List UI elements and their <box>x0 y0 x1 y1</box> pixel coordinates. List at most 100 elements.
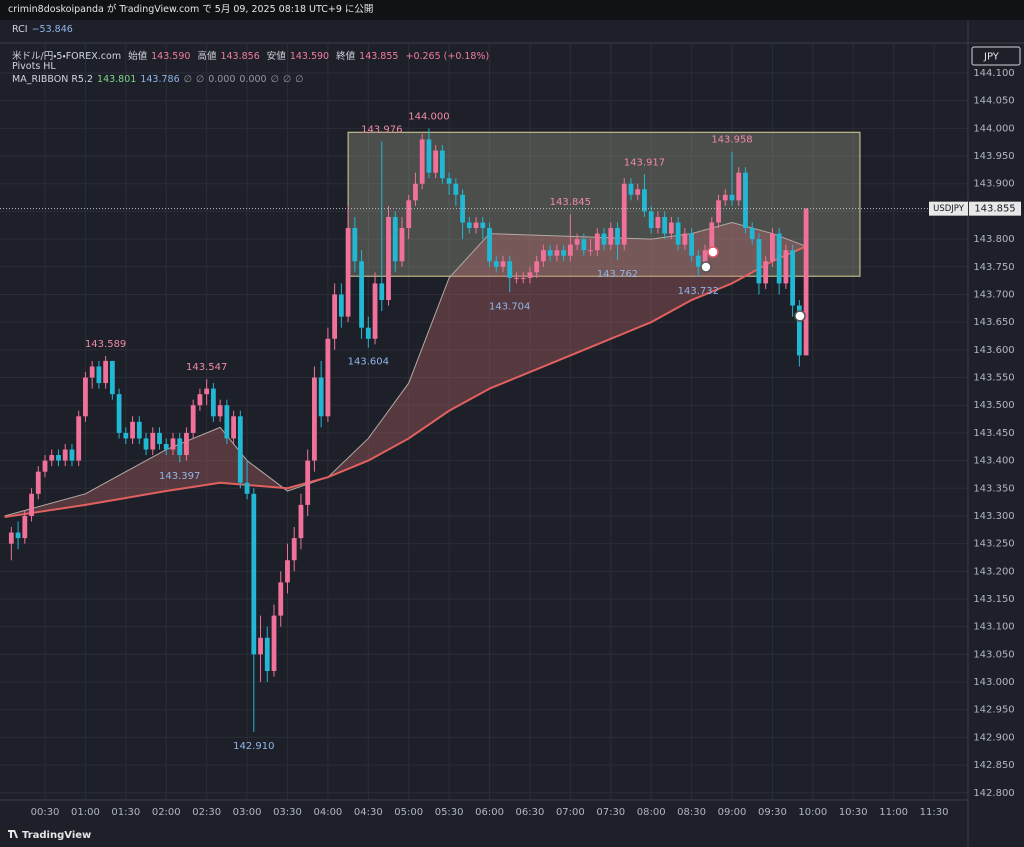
y-tick-label: 143.900 <box>973 179 1014 190</box>
candle-body <box>561 250 567 256</box>
change-value: +0.265 (+0.18%) <box>405 51 490 62</box>
x-tick-label: 08:30 <box>677 807 706 818</box>
candle-body <box>359 261 364 328</box>
ma-line <box>4 221 807 517</box>
candle-body <box>285 560 290 583</box>
candle-body <box>655 216 661 229</box>
pivot-label: 143.397 <box>159 471 200 482</box>
candle-body <box>662 216 668 234</box>
open-label: 始値 <box>128 51 148 62</box>
x-tick-label: 04:00 <box>313 807 342 818</box>
candle-body <box>291 538 297 561</box>
candle-body <box>439 150 445 179</box>
candle-body <box>157 432 162 444</box>
price-tag <box>969 201 1021 216</box>
candle-body <box>345 228 351 317</box>
candle-body <box>177 438 183 456</box>
candle-body <box>796 305 802 356</box>
candle-body <box>790 250 796 306</box>
candle-body <box>615 228 620 245</box>
high-label: 高値 <box>197 51 217 62</box>
candle-body <box>601 233 607 245</box>
rci-value: −53.846 <box>31 24 73 35</box>
rci-name: RCI <box>12 24 28 35</box>
candle-body <box>453 183 459 195</box>
candle-body <box>480 222 486 229</box>
candle-body <box>103 360 109 384</box>
candle-body <box>318 377 324 417</box>
candle-body <box>749 228 755 240</box>
candle-body <box>136 421 142 439</box>
candle-body <box>184 432 189 456</box>
candle-body <box>621 183 627 245</box>
pivot-label: 143.845 <box>550 197 591 208</box>
price-tag-label: 143.855 <box>974 204 1015 215</box>
candle-body <box>716 200 721 223</box>
close-label: 終値 <box>336 51 356 62</box>
candle-body <box>190 405 196 433</box>
y-tick-label: 143.450 <box>973 428 1014 439</box>
ribbon-name: MA_RIBBON R5.2 <box>12 74 94 85</box>
candle-body <box>89 366 95 378</box>
candle-body <box>500 261 506 267</box>
candle-body <box>628 183 634 195</box>
candle-body <box>803 208 809 356</box>
candle-body <box>729 194 735 201</box>
signal-marker <box>700 246 806 322</box>
y-tick-label: 143.500 <box>973 400 1014 411</box>
candle-body <box>264 637 270 671</box>
candle-body <box>709 222 715 251</box>
high-value: 143.856 <box>220 51 260 62</box>
y-tick-label: 142.850 <box>973 760 1014 771</box>
x-tick-label: 07:00 <box>556 807 585 818</box>
candle-body <box>770 233 775 262</box>
candle-body <box>386 216 391 301</box>
currency-box[interactable] <box>971 46 1021 66</box>
ribbon-value: ∅ <box>270 74 279 85</box>
candle-body <box>487 228 492 262</box>
candle-body <box>608 228 614 245</box>
currency-label: JPY <box>983 52 1000 63</box>
candle-body <box>69 449 75 461</box>
x-tick-label: 04:30 <box>354 807 383 818</box>
candle-body <box>231 416 236 439</box>
ribbon-value: 143.801 <box>97 74 137 85</box>
open-value: 143.590 <box>151 51 191 62</box>
symbol-name: 米ドル/円・5・FOREX.com <box>12 51 122 62</box>
candle-body <box>42 460 48 472</box>
pivot-label: 143.704 <box>489 301 530 312</box>
candle-body <box>682 233 688 245</box>
candle-body <box>332 294 338 339</box>
ribbon-value: ∅ <box>195 74 205 85</box>
x-tick-label: 02:00 <box>152 807 181 818</box>
y-tick-label: 143.000 <box>973 677 1014 688</box>
x-tick-label: 00:30 <box>31 807 60 818</box>
candle-body <box>426 139 432 173</box>
y-tick-label: 143.100 <box>973 622 1014 633</box>
x-tick-label: 03:30 <box>273 807 302 818</box>
candle-body <box>776 233 782 284</box>
candle-body <box>567 244 573 256</box>
candle-body <box>695 255 701 267</box>
candle-body <box>210 388 216 417</box>
candle-body <box>520 277 526 279</box>
candle-body <box>325 338 331 417</box>
x-tick-label: 09:30 <box>758 807 787 818</box>
symbol-tag <box>929 201 968 216</box>
y-tick-label: 144.000 <box>973 123 1014 134</box>
candle-body <box>312 377 317 461</box>
candle-body <box>150 432 156 450</box>
candle-body <box>493 261 499 267</box>
ribbon-legend: MA_RIBBON R5.2 143.801 143.786 ∅ ∅ 0.000 0.000… <box>12 74 307 85</box>
candle-body <box>8 532 14 544</box>
ribbon-value: ∅ <box>282 74 292 85</box>
y-tick-label: 143.250 <box>973 539 1014 550</box>
pivots-name: Pivots HL <box>12 61 56 72</box>
candle-body <box>352 228 358 262</box>
y-tick-label: 143.400 <box>973 456 1014 467</box>
y-tick-label: 144.050 <box>973 96 1014 107</box>
y-tick-label: 143.350 <box>973 483 1014 494</box>
candle-body <box>29 493 34 516</box>
pivot-label: 143.917 <box>624 157 665 168</box>
